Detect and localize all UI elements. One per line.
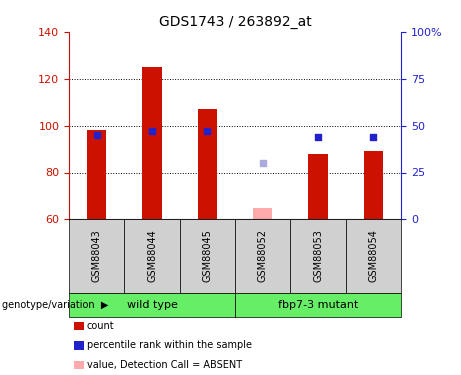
- Text: GSM88053: GSM88053: [313, 230, 323, 282]
- Text: GSM88052: GSM88052: [258, 230, 268, 282]
- Text: genotype/variation  ▶: genotype/variation ▶: [2, 300, 109, 310]
- Text: GSM88043: GSM88043: [92, 230, 102, 282]
- Point: [370, 134, 377, 140]
- Text: count: count: [87, 321, 114, 331]
- Point: [314, 134, 322, 140]
- Text: GSM88054: GSM88054: [368, 230, 378, 282]
- Text: percentile rank within the sample: percentile rank within the sample: [87, 340, 252, 350]
- Text: GSM88044: GSM88044: [147, 230, 157, 282]
- Point: [259, 160, 266, 166]
- Bar: [364, 152, 383, 219]
- Bar: [142, 67, 162, 219]
- Title: GDS1743 / 263892_at: GDS1743 / 263892_at: [159, 15, 312, 30]
- Bar: [253, 208, 272, 219]
- Text: fbp7-3 mutant: fbp7-3 mutant: [278, 300, 358, 310]
- Point: [148, 128, 156, 134]
- Point: [204, 128, 211, 134]
- Text: GSM88045: GSM88045: [202, 230, 213, 282]
- Text: value, Detection Call = ABSENT: value, Detection Call = ABSENT: [87, 360, 242, 370]
- Point: [93, 132, 100, 138]
- Bar: [308, 154, 328, 219]
- Text: wild type: wild type: [127, 300, 177, 310]
- Bar: [87, 130, 106, 219]
- Bar: [198, 109, 217, 219]
